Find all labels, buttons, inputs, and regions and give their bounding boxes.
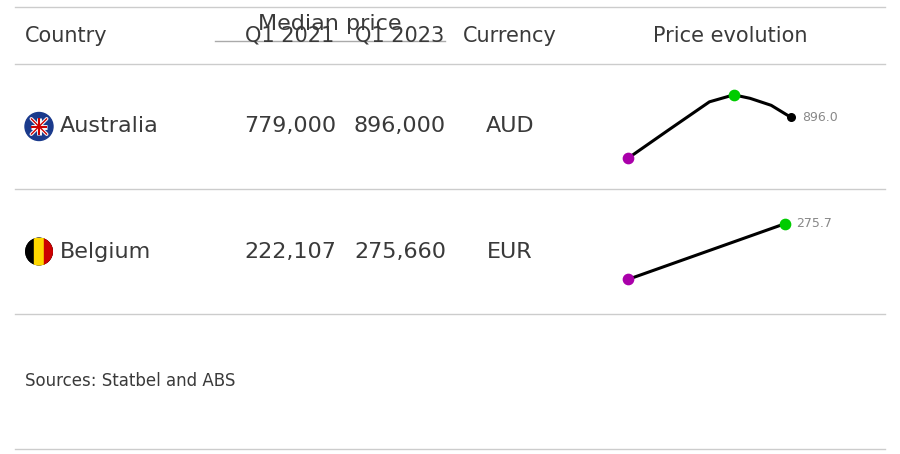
Text: 779,000: 779,000 — [244, 117, 336, 137]
Text: Country: Country — [25, 25, 108, 45]
FancyBboxPatch shape — [44, 237, 53, 266]
Text: Sources: Statbel and ABS: Sources: Statbel and ABS — [25, 372, 236, 390]
Text: Q1 2023: Q1 2023 — [356, 25, 445, 45]
Text: Q1 2021: Q1 2021 — [246, 25, 335, 45]
Circle shape — [25, 113, 53, 140]
FancyBboxPatch shape — [34, 237, 44, 266]
Text: Price evolution: Price evolution — [652, 25, 807, 45]
Text: 896,000: 896,000 — [354, 117, 446, 137]
Circle shape — [25, 237, 53, 266]
Text: Australia: Australia — [60, 117, 158, 137]
Text: Median price: Median price — [258, 14, 401, 34]
Text: AUD: AUD — [486, 117, 535, 137]
Text: Currency: Currency — [464, 25, 557, 45]
Text: EUR: EUR — [487, 242, 533, 262]
Text: 275,660: 275,660 — [354, 242, 446, 262]
Text: 222,107: 222,107 — [244, 242, 336, 262]
Text: Belgium: Belgium — [60, 242, 151, 262]
